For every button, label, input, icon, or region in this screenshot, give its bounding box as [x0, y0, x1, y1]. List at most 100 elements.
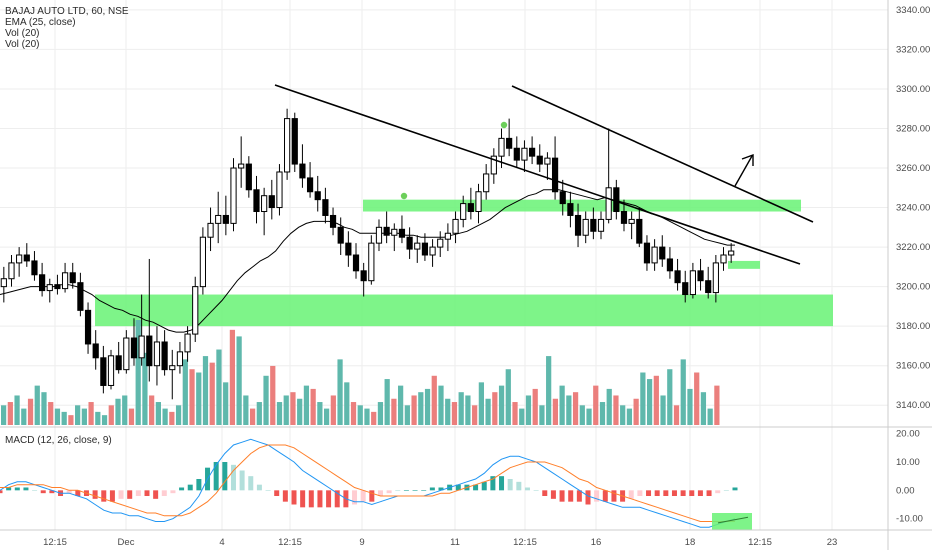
price-tick-label: 3140.00	[896, 400, 930, 411]
arrow-icon	[741, 154, 754, 166]
price-tick-label: 3320.00	[896, 44, 930, 55]
candle-body	[483, 173, 490, 193]
volume-bar	[27, 398, 34, 425]
volume-bar	[667, 369, 673, 425]
macd-histogram-bar	[403, 490, 409, 491]
candle-body	[697, 270, 704, 282]
volume-bar	[41, 392, 47, 425]
trend-line-drawings[interactable]	[274, 84, 814, 265]
volume-bar	[344, 382, 350, 425]
macd-histogram-bar	[611, 490, 617, 502]
volume-bar	[640, 372, 646, 425]
macd-histogram-bar	[654, 490, 660, 496]
candlestick-series	[0, 108, 735, 400]
candle-body	[437, 238, 444, 248]
volume-bar	[478, 382, 484, 425]
volume-bar	[613, 395, 619, 425]
candle-body	[605, 187, 612, 220]
candle-body	[322, 199, 329, 216]
candle-body	[123, 337, 130, 371]
lower-trend-line	[274, 84, 801, 265]
volume-bar	[539, 405, 545, 425]
macd-histogram-bar	[602, 490, 608, 502]
macd-histogram-bar	[352, 490, 358, 505]
macd-histogram-bar	[723, 490, 729, 491]
macd-histogram-bar	[637, 490, 643, 496]
volume-bar	[572, 392, 579, 425]
volume-bar	[694, 372, 700, 425]
macd-pane	[0, 438, 752, 530]
volume-bar	[75, 405, 81, 425]
time-tick-label: 4	[219, 537, 224, 548]
legend-ema[interactable]: EMA (25, close)	[5, 17, 76, 28]
volume-bar	[626, 408, 633, 425]
volume-bar	[377, 402, 384, 425]
macd-histogram-bar	[14, 487, 20, 491]
candle-body	[138, 335, 145, 359]
volume-bar	[1, 405, 7, 425]
macd-histogram-bar	[135, 490, 141, 496]
candle-body	[77, 282, 84, 311]
macd-histogram-bar	[326, 490, 332, 508]
volume-bar	[223, 382, 229, 425]
candle-body	[582, 218, 589, 236]
volume-bar	[606, 388, 612, 425]
candle-body	[490, 155, 497, 175]
candle-body	[276, 171, 283, 209]
macd-histogram-bar	[49, 490, 55, 494]
candle-body	[613, 187, 620, 213]
candle-body	[460, 203, 467, 220]
candle-body	[689, 270, 696, 296]
volume-bar	[552, 398, 559, 425]
time-tick-label: 12:15	[43, 537, 67, 548]
legend-volume-1[interactable]: Vol (20)	[5, 28, 40, 39]
volume-bar	[451, 402, 458, 425]
macd-histogram-bar	[680, 490, 686, 496]
volume-bar	[700, 392, 707, 425]
candle-body	[245, 163, 252, 191]
candle-body	[536, 155, 543, 165]
macd-histogram-bar	[213, 462, 219, 491]
volume-bar	[135, 320, 141, 425]
macd-histogram-bar	[317, 490, 323, 508]
macd-histogram-bar	[594, 490, 600, 502]
candle-body	[161, 341, 168, 371]
time-tick-label: 18	[685, 537, 696, 548]
legend-volume-2[interactable]: Vol (20)	[5, 39, 40, 50]
candle-body	[306, 177, 314, 193]
candle-body	[467, 203, 474, 213]
volume-bar	[532, 388, 538, 425]
volume-bar	[68, 415, 74, 425]
volume-bar	[21, 408, 27, 425]
candle-body	[169, 365, 176, 371]
candle-body	[69, 272, 76, 284]
candle-body	[429, 246, 436, 256]
candle-body	[574, 214, 582, 236]
price-tick-label: 3340.00	[896, 5, 930, 16]
price-tick-label: 3160.00	[896, 361, 930, 372]
macd-histogram-bar	[239, 470, 245, 491]
candle-body	[107, 355, 115, 386]
legend-macd[interactable]: MACD (12, 26, close, 9)	[5, 435, 112, 446]
macd-histogram-bar	[533, 490, 539, 491]
candle-body	[222, 214, 229, 224]
price-tick-label: 3180.00	[896, 321, 930, 332]
volume-bar	[337, 359, 343, 425]
macd-histogram-bar	[628, 490, 634, 499]
candle-body	[314, 191, 321, 201]
volume-bar	[196, 372, 202, 425]
macd-histogram-bar	[6, 487, 12, 491]
volume-bars	[1, 320, 720, 425]
macd-histogram-bar	[568, 490, 574, 502]
volume-bar	[330, 395, 336, 425]
volume-bar	[350, 402, 357, 425]
candle-body	[674, 270, 681, 284]
macd-histogram-bar	[127, 490, 133, 499]
volume-bar	[707, 408, 713, 425]
macd-histogram-bar	[300, 490, 306, 508]
legend-symbol[interactable]: BAJAJ AUTO LTD, 60, NSE	[5, 6, 129, 17]
volume-bar	[411, 395, 417, 425]
volume-bar	[297, 398, 303, 425]
time-tick-label: 12:15	[278, 537, 302, 548]
